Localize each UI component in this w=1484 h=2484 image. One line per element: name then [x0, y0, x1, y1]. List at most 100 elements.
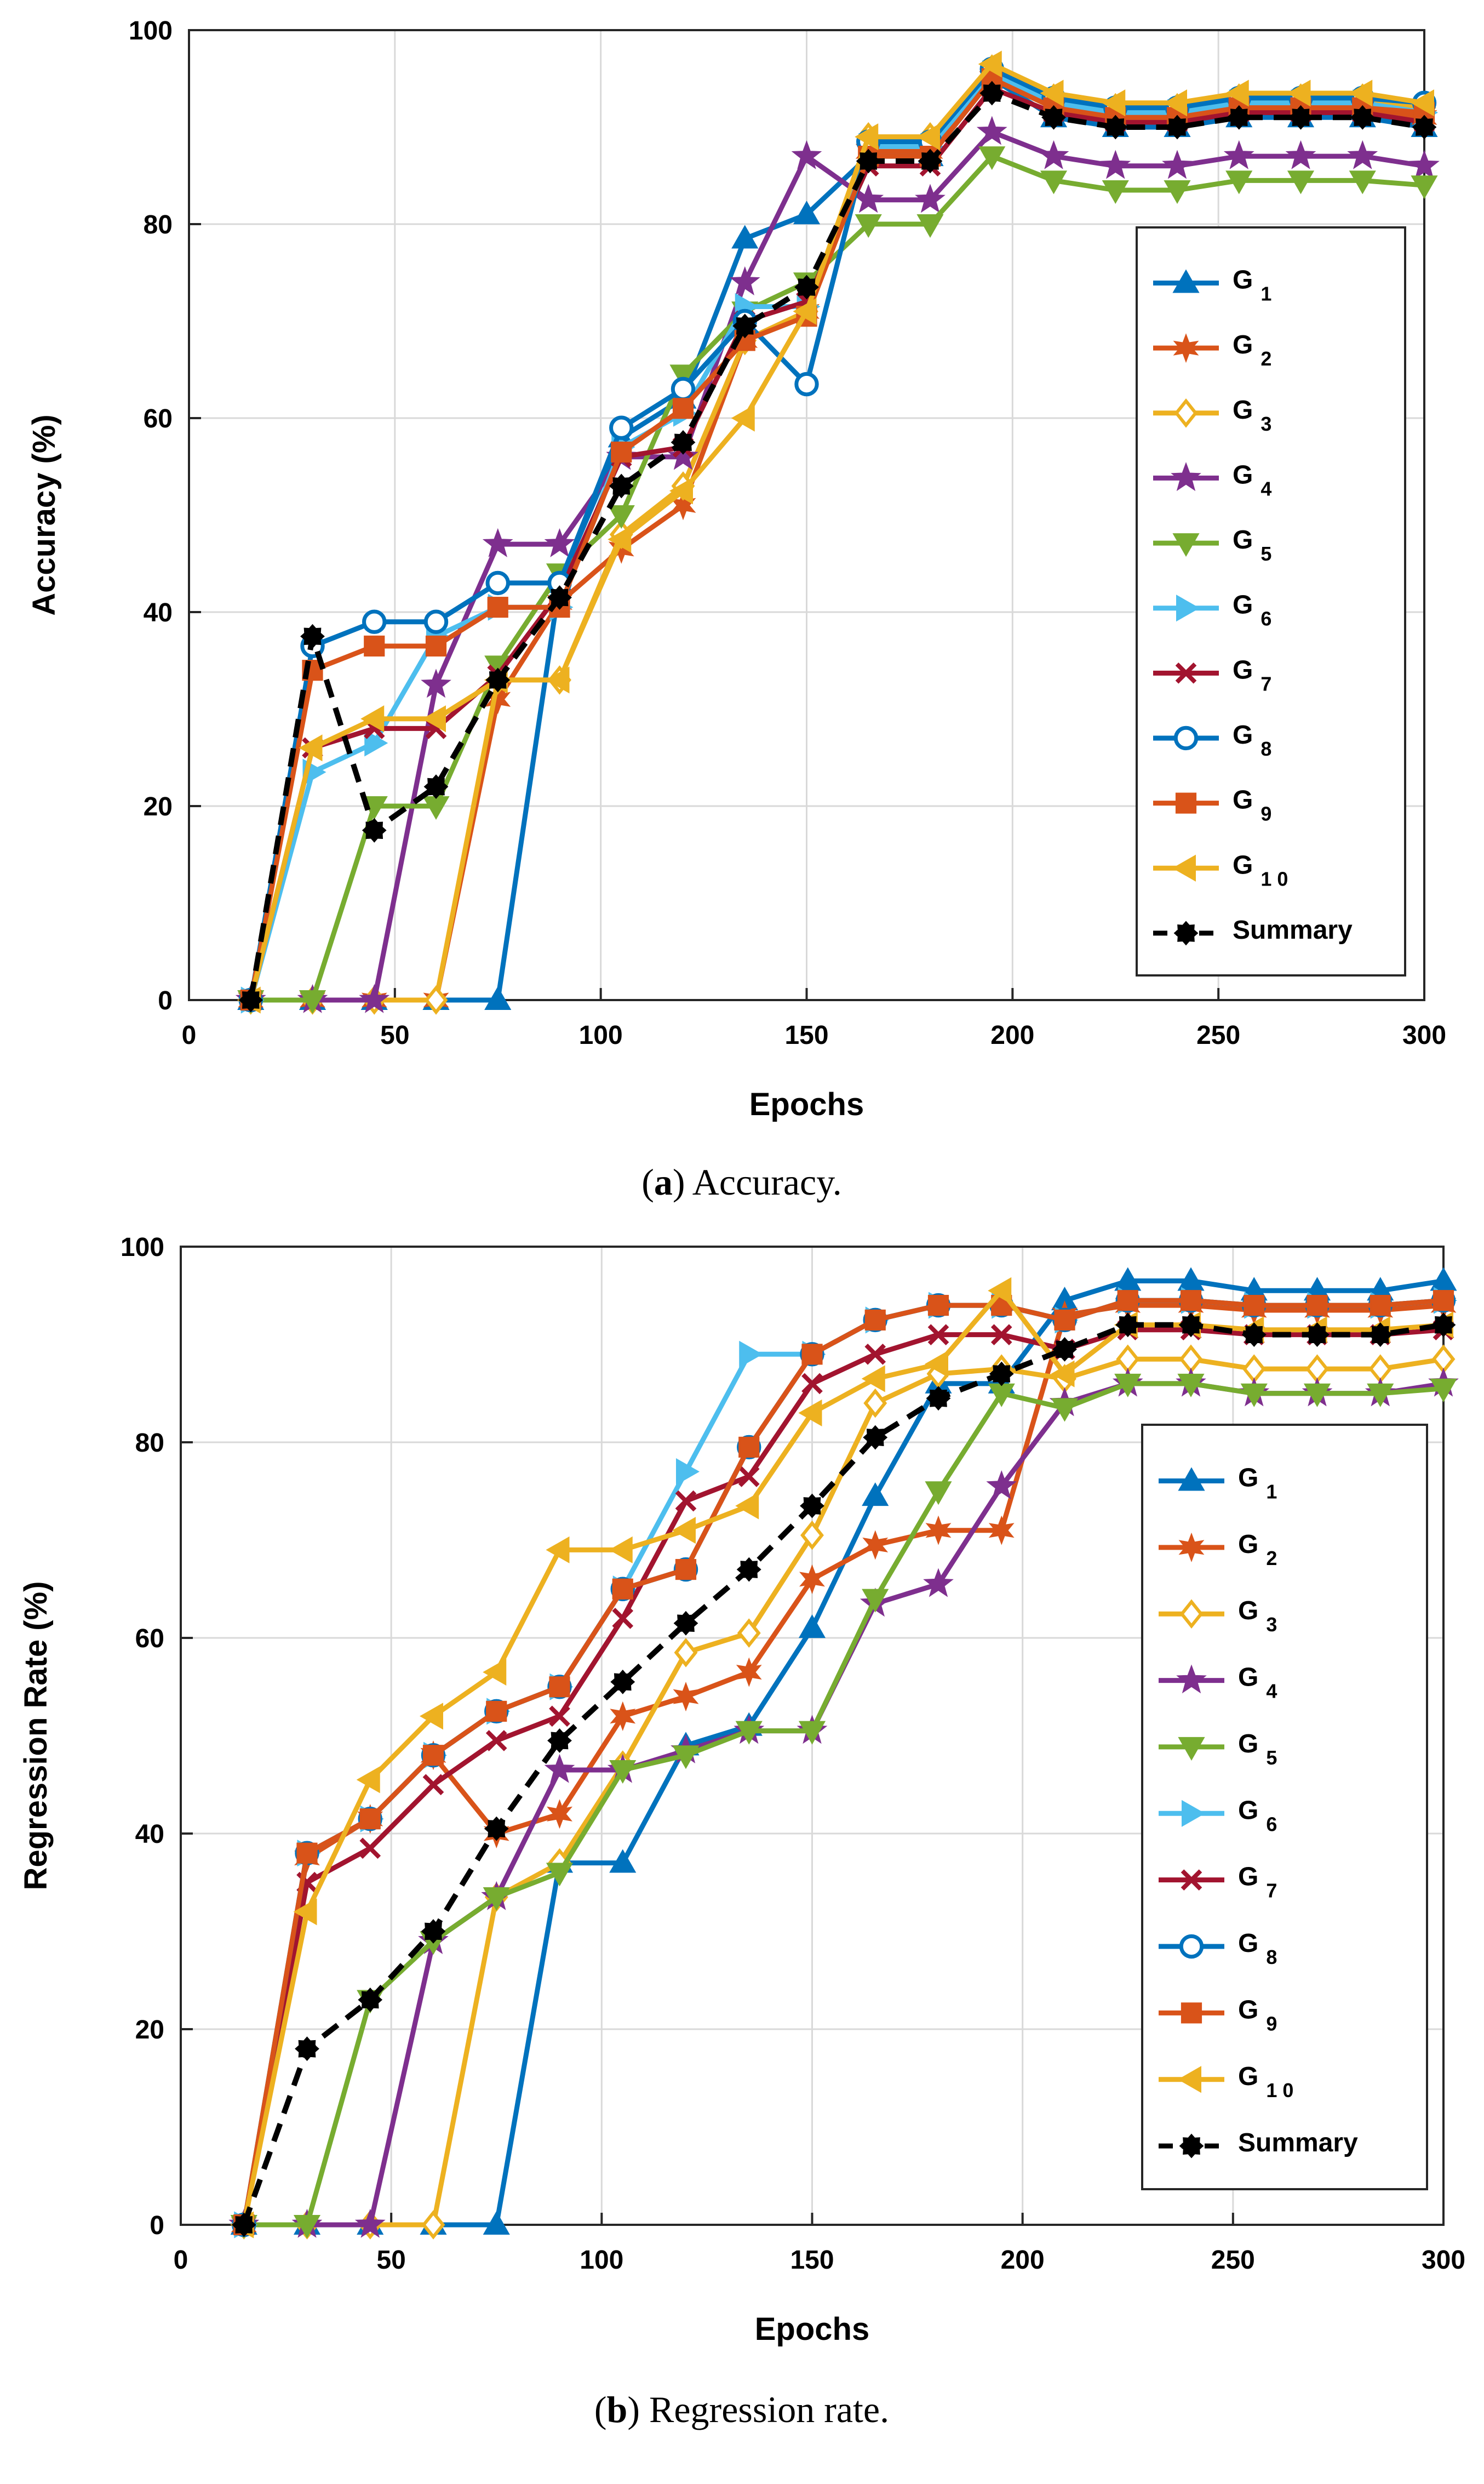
data-point — [482, 528, 513, 557]
data-point — [862, 1482, 889, 1506]
data-point — [669, 364, 697, 389]
x-tick-label: 0 — [174, 2246, 188, 2275]
caption-regression-rate: (b) Regression rate. — [594, 2389, 889, 2430]
data-point — [989, 1361, 1014, 1386]
data-point — [1225, 79, 1249, 107]
data-point — [1115, 1312, 1141, 1338]
data-point — [547, 1799, 572, 1829]
legend-subscript: 7 — [1260, 672, 1271, 695]
data-point — [609, 1760, 637, 1784]
legend-marker — [1181, 1869, 1202, 1891]
data-point — [1164, 180, 1191, 204]
data-point — [1162, 150, 1193, 179]
data-point — [738, 1466, 760, 1487]
data-point — [293, 2215, 321, 2239]
data-point — [296, 1842, 318, 1864]
y-tick-label: 0 — [158, 986, 173, 1015]
legend-marker — [1179, 1599, 1204, 1629]
data-point — [737, 1618, 761, 1648]
series-summary — [238, 81, 1437, 1013]
accuracy-chart: 0 50 100 150 200 250 300 0 20 40 60 80 100 Epochs Accu… — [26, 16, 1446, 1122]
y-tick-label: 40 — [144, 598, 173, 627]
data-point — [421, 669, 451, 698]
data-point — [791, 140, 822, 169]
data-point — [1040, 79, 1064, 107]
data-point — [612, 1607, 634, 1629]
data-point — [485, 1730, 507, 1751]
data-point — [1367, 1383, 1394, 1407]
data-point — [916, 123, 940, 151]
series-group — [228, 1267, 1459, 2240]
data-point — [424, 985, 448, 1015]
data-point — [423, 774, 449, 800]
legend-subscript: 2 — [1260, 347, 1271, 370]
data-point — [1240, 1383, 1268, 1407]
data-point — [485, 667, 511, 693]
data-point — [422, 1774, 444, 1796]
x-tick-label: 50 — [380, 1021, 409, 1050]
legend-subscript: 9 — [1266, 2012, 1277, 2035]
data-point — [925, 1515, 952, 1545]
data-point — [736, 1557, 761, 1582]
data-point — [487, 597, 508, 618]
data-point — [738, 1436, 760, 1458]
data-point — [609, 1536, 633, 1563]
data-point — [1411, 175, 1438, 199]
data-point — [483, 2211, 510, 2235]
data-point — [988, 1515, 1015, 1545]
legend-label: Summary — [1233, 916, 1353, 945]
data-point — [421, 1919, 446, 1944]
caption-accuracy: (a) Accuracy. — [641, 1161, 842, 1203]
data-point — [1412, 115, 1437, 140]
series-g5 — [230, 1373, 1457, 2239]
legend-subscript: 4 — [1260, 477, 1271, 500]
x-tick-label: 50 — [376, 2246, 405, 2275]
series-summary — [231, 1312, 1456, 2237]
legend-marker — [1172, 854, 1196, 882]
y-axis-title: Regression Rate (%) — [18, 1581, 54, 1890]
data-point — [362, 609, 387, 634]
y-tick-label: 60 — [144, 404, 173, 433]
data-point — [354, 2208, 386, 2238]
data-point — [1287, 79, 1311, 107]
data-point — [856, 149, 881, 174]
legend-marker — [1179, 2133, 1204, 2158]
y-tick-label: 100 — [121, 1233, 164, 1262]
data-point — [611, 441, 632, 463]
data-point — [238, 987, 263, 1013]
data-point — [423, 609, 449, 634]
data-point — [1433, 1290, 1454, 1311]
y-tick-label: 20 — [144, 792, 173, 821]
data-point — [799, 1564, 825, 1594]
data-point — [1180, 1290, 1202, 1311]
data-point — [1103, 115, 1128, 140]
data-point — [1041, 105, 1066, 130]
data-point — [609, 1849, 637, 1873]
legend-subscript: 1 0 — [1266, 2079, 1293, 2102]
data-point — [979, 81, 1005, 106]
legend-marker — [1175, 792, 1197, 814]
data-point — [359, 1837, 381, 1859]
data-point — [673, 1611, 698, 1636]
data-point — [546, 1863, 574, 1887]
data-point — [421, 2210, 445, 2240]
data-point — [612, 1578, 633, 1600]
legend-marker — [1178, 1532, 1205, 1562]
data-point — [299, 990, 326, 1014]
legend-subscript: 5 — [1260, 543, 1271, 565]
legend-marker — [1174, 398, 1198, 428]
data-point — [669, 477, 693, 505]
data-point — [546, 666, 570, 694]
data-point — [1102, 180, 1129, 204]
y-tick-label: 40 — [135, 1820, 164, 1849]
legend-marker — [1177, 2066, 1201, 2093]
legend-marker — [1172, 269, 1200, 293]
data-point — [1241, 1322, 1267, 1347]
legend-subscript: 1 — [1260, 283, 1271, 305]
data-point — [1051, 1398, 1079, 1422]
data-point — [356, 1766, 380, 1794]
data-point — [672, 1517, 696, 1544]
data-point — [485, 570, 510, 596]
data-point — [673, 1682, 699, 1712]
